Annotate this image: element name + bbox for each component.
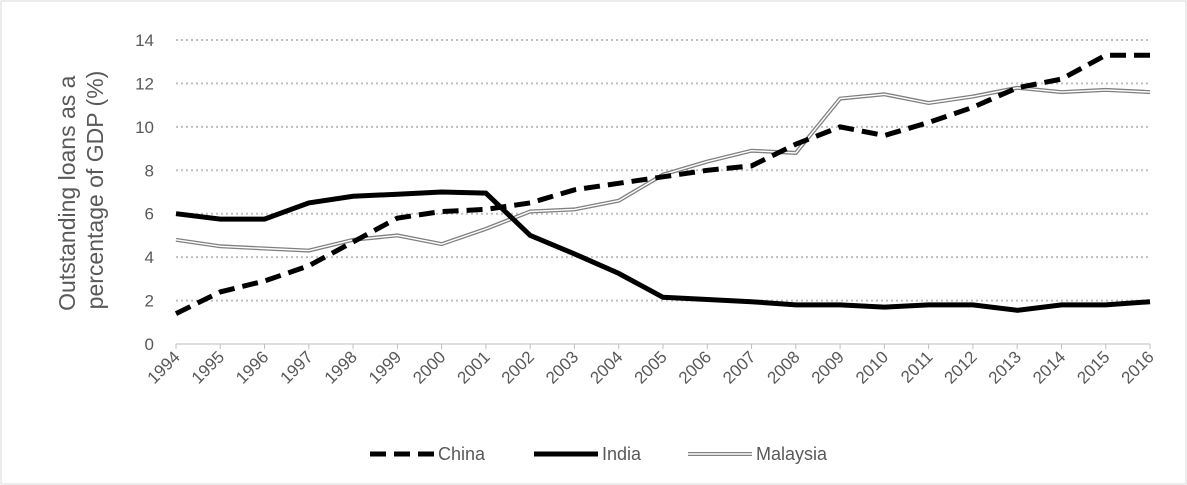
- y-axis-label: Outstanding loans as a percentage of GDP…: [54, 69, 108, 311]
- series-lines: [174, 52, 1151, 316]
- y-tick-label-0: 0: [145, 335, 154, 354]
- legend-label-india: India: [602, 444, 642, 464]
- legend-label-china: China: [438, 444, 486, 464]
- y-tick-label-14: 14: [135, 31, 154, 50]
- y-tick-label-8: 8: [145, 161, 154, 180]
- legend-label-malaysia: Malaysia: [756, 444, 828, 464]
- y-axis-ticks: 0 2 4 6 8 10 12 14: [135, 31, 154, 354]
- series-line-india: [175, 189, 1151, 313]
- y-tick-label-2: 2: [145, 292, 154, 311]
- y-tick-label-10: 10: [135, 118, 154, 137]
- gridlines: [176, 39, 1150, 302]
- y-tick-label-4: 4: [145, 248, 154, 267]
- y-tick-label-12: 12: [135, 74, 154, 93]
- legend: China India Malaysia: [370, 444, 828, 464]
- series-line-china: [174, 52, 1150, 316]
- y-axis-label-line-2: percentage of GDP (%): [82, 71, 108, 310]
- y-axis-label-line-1: Outstanding loans as a: [54, 75, 80, 310]
- y-tick-label-6: 6: [145, 205, 154, 224]
